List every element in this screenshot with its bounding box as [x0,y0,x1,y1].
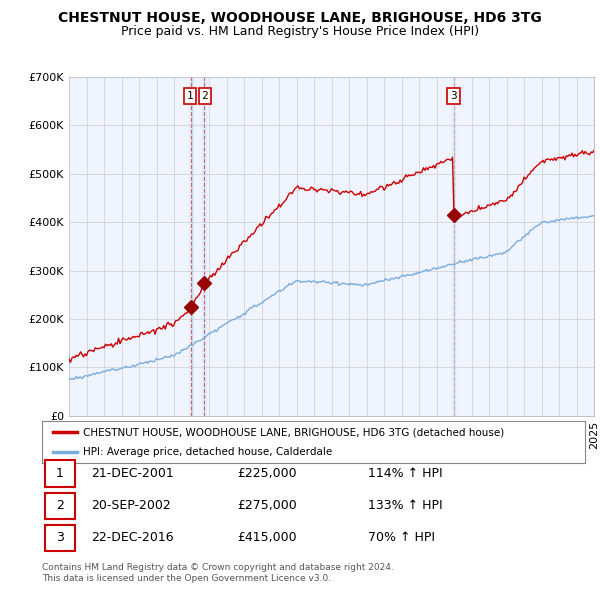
Bar [45,493,74,519]
Bar [202,77,206,416]
Bar [189,77,193,416]
Text: 1: 1 [187,91,193,101]
Text: 70% ↑ HPI: 70% ↑ HPI [368,532,435,545]
Bar [452,77,455,416]
Text: 3: 3 [56,532,64,545]
Text: HPI: Average price, detached house, Calderdale: HPI: Average price, detached house, Cald… [83,447,332,457]
Text: 3: 3 [450,91,457,101]
Text: £225,000: £225,000 [238,467,297,480]
Text: 2: 2 [56,499,64,512]
Text: CHESTNUT HOUSE, WOODHOUSE LANE, BRIGHOUSE, HD6 3TG (detached house): CHESTNUT HOUSE, WOODHOUSE LANE, BRIGHOUS… [83,427,504,437]
Text: 20-SEP-2002: 20-SEP-2002 [91,499,170,512]
Text: 22-DEC-2016: 22-DEC-2016 [91,532,173,545]
Text: 2: 2 [202,91,208,101]
Text: Contains HM Land Registry data © Crown copyright and database right 2024.
This d: Contains HM Land Registry data © Crown c… [42,563,394,583]
Text: £275,000: £275,000 [238,499,297,512]
Bar [45,525,74,551]
Text: CHESTNUT HOUSE, WOODHOUSE LANE, BRIGHOUSE, HD6 3TG: CHESTNUT HOUSE, WOODHOUSE LANE, BRIGHOUS… [58,11,542,25]
Text: 1: 1 [56,467,64,480]
Bar [45,460,74,487]
Text: 114% ↑ HPI: 114% ↑ HPI [368,467,442,480]
Text: 133% ↑ HPI: 133% ↑ HPI [368,499,442,512]
Text: £415,000: £415,000 [238,532,297,545]
Text: 21-DEC-2001: 21-DEC-2001 [91,467,173,480]
Text: Price paid vs. HM Land Registry's House Price Index (HPI): Price paid vs. HM Land Registry's House … [121,25,479,38]
